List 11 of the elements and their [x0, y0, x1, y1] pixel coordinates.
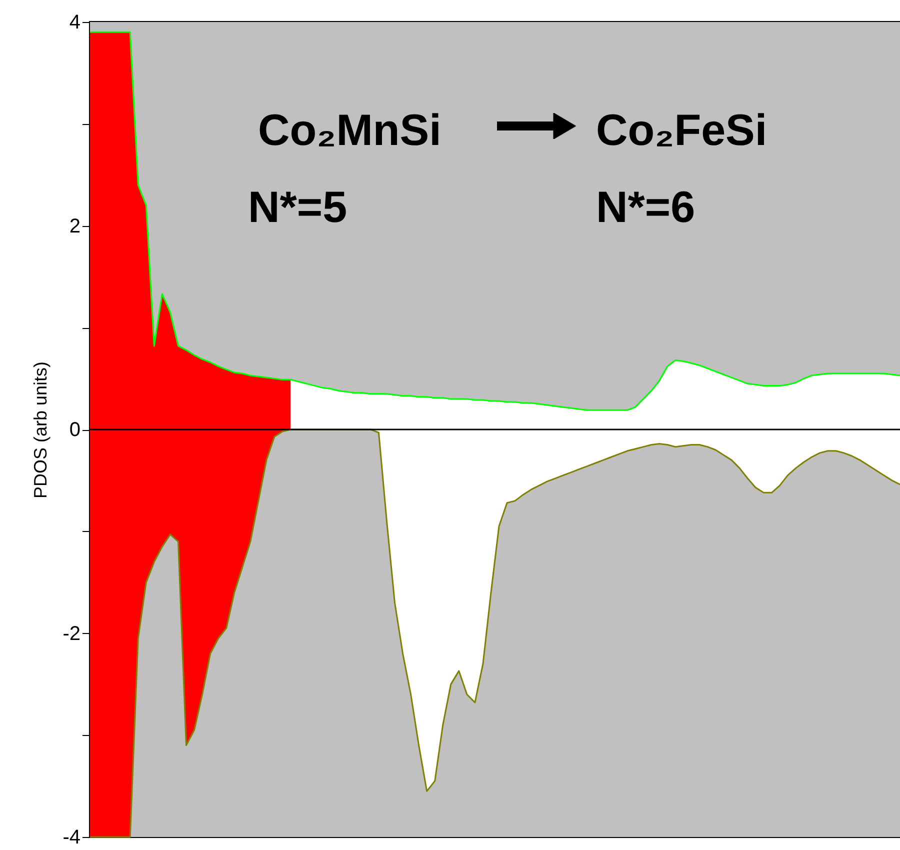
- y-tick-label: -4: [62, 826, 80, 848]
- annotation: Co₂MnSi: [258, 106, 442, 155]
- y-tick-label: -2: [62, 622, 80, 645]
- line-series: [89, 31, 900, 411]
- y-tick-label: 2: [69, 215, 80, 238]
- annotation: N*=5: [248, 183, 348, 232]
- y-tick-label: 4: [69, 12, 80, 34]
- annotation: Co₂FeSi: [596, 106, 768, 155]
- y-tick-label: 0: [69, 419, 80, 441]
- y-axis-title: PDOS (arb units): [30, 361, 51, 499]
- annotation: N*=6: [596, 183, 696, 232]
